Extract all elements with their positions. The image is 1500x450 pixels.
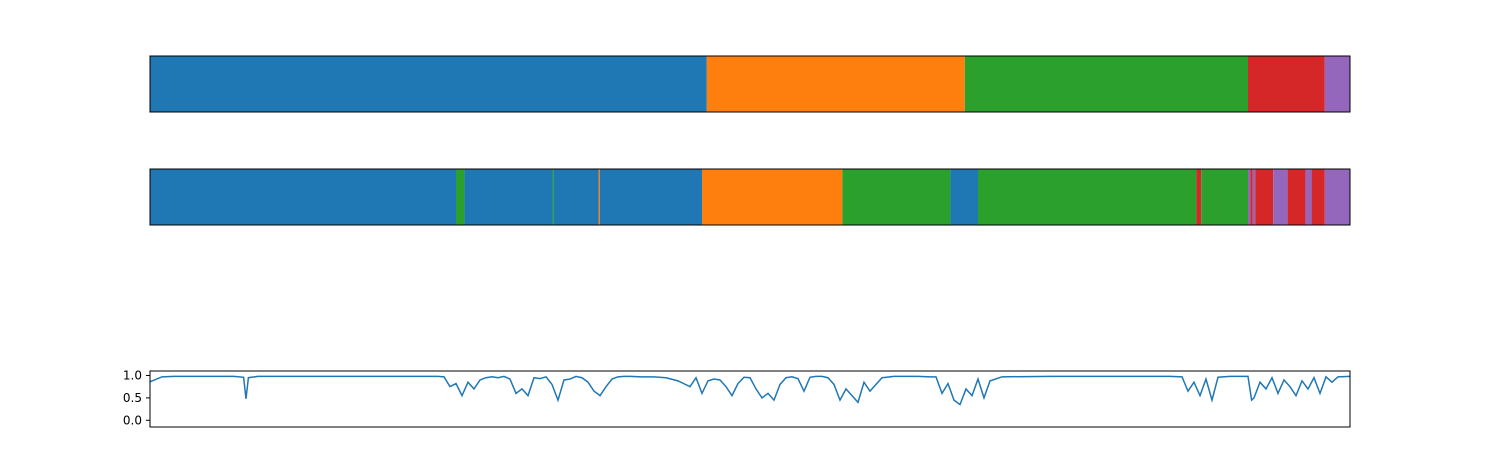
segment-c4 [1273, 169, 1288, 225]
segment-c3 [1311, 169, 1325, 225]
line-plot-frame [149, 370, 1351, 428]
segment-c0 [150, 169, 456, 225]
segment-c3 [1255, 169, 1274, 225]
segment-c3 [1287, 169, 1306, 225]
segment-strip-middle [150, 169, 1350, 225]
segment-c4 [1324, 169, 1350, 225]
segment-c2 [978, 169, 1197, 225]
segment-c4 [1324, 56, 1350, 112]
y-axis: 0.0 0.5 1.0 [123, 368, 150, 427]
segment-c4 [1248, 169, 1251, 225]
segment-c0 [600, 169, 702, 225]
segment-c0 [464, 169, 552, 225]
segment-c0 [950, 169, 978, 225]
segment-c1 [706, 56, 965, 112]
segment-c2 [456, 169, 465, 225]
segment-c1 [598, 169, 600, 225]
segment-c0 [150, 56, 707, 112]
series-line [150, 375, 1350, 406]
y-tick-label: 0.5 [123, 391, 142, 405]
segment-strip-top-frame [149, 55, 1351, 113]
segment-c2 [842, 169, 951, 225]
segment-c1 [702, 169, 843, 225]
y-tick-label: 0.0 [123, 413, 142, 427]
segment-c2 [964, 56, 1248, 112]
segment-strip-top [150, 56, 1350, 112]
segment-c3 [1250, 169, 1253, 225]
segment-c2 [1201, 169, 1248, 225]
segment-c4 [1252, 169, 1256, 225]
segment-c3 [1196, 169, 1202, 225]
segment-c2 [552, 169, 554, 225]
y-tick-label: 1.0 [123, 368, 142, 382]
segment-strip-middle-frame [149, 168, 1351, 226]
segment-c3 [1248, 56, 1325, 112]
segment-c4 [1305, 169, 1312, 225]
segment-c0 [553, 169, 599, 225]
line-plot: 0.0 0.5 1.0 [123, 368, 1351, 428]
